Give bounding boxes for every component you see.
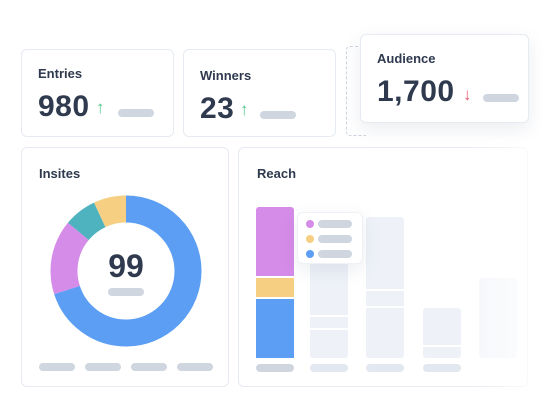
winners-value: 23	[200, 92, 235, 125]
audience-value: 1,700	[377, 75, 455, 108]
edge-fade	[470, 140, 550, 420]
ghost-bar	[310, 258, 348, 358]
arrow-up-icon: ↑	[96, 98, 105, 117]
bar-label-placeholder	[310, 364, 348, 372]
bar-label-placeholder	[366, 364, 404, 372]
legend-dot	[306, 220, 314, 228]
bar-divider	[423, 345, 461, 347]
donut-center-placeholder	[108, 288, 144, 296]
ghost-bar	[366, 217, 404, 358]
insites-title: Insites	[39, 166, 81, 181]
ghost-bar	[423, 308, 461, 358]
donut-chart	[50, 195, 202, 347]
bar-label-placeholder	[256, 364, 294, 372]
winners-label: Winners	[200, 68, 252, 83]
audience-card: Audience 1,700 ↓	[360, 34, 529, 123]
audience-label: Audience	[377, 51, 436, 66]
bar-segment-1[interactable]	[256, 277, 294, 298]
arrow-up-icon: ↑	[240, 100, 249, 119]
bar-divider	[366, 289, 404, 291]
entries-label: Entries	[38, 66, 83, 81]
footer-placeholder	[39, 363, 75, 371]
donut-slice-3[interactable]	[50, 195, 202, 347]
footer-placeholder	[85, 363, 121, 371]
bar-segment-0[interactable]	[256, 207, 294, 276]
entries-placeholder	[118, 109, 154, 117]
legend-dot	[306, 235, 314, 243]
entries-value: 980	[38, 90, 90, 123]
donut-center-value: 99	[108, 248, 144, 284]
arrow-down-icon: ↓	[463, 85, 472, 104]
footer-placeholder	[177, 363, 213, 371]
winners-card: Winners 23 ↑	[183, 49, 336, 137]
legend-dot	[306, 250, 314, 258]
winners-placeholder	[260, 111, 296, 119]
bar-segment-2[interactable]	[256, 299, 294, 358]
bar-divider	[310, 328, 348, 330]
legend-placeholder	[318, 220, 352, 228]
highlighted-bar[interactable]	[256, 207, 294, 358]
entries-card: Entries 980 ↑	[21, 49, 174, 137]
legend-placeholder	[318, 250, 352, 258]
footer-placeholder	[131, 363, 167, 371]
bar-divider	[310, 315, 348, 317]
reach-title: Reach	[257, 166, 297, 181]
audience-placeholder	[483, 94, 519, 102]
bar-divider	[366, 306, 404, 308]
donut-slice-1[interactable]	[50, 195, 202, 347]
legend-tooltip	[297, 212, 363, 264]
dashed-card-outline	[346, 46, 366, 136]
insites-card: Insites 99	[21, 147, 229, 387]
bar-label-placeholder	[423, 364, 461, 372]
legend-placeholder	[318, 235, 352, 243]
